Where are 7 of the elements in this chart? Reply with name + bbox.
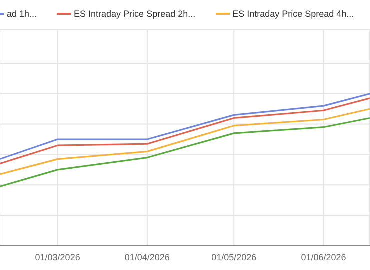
x-tick-label: 01/04/2026 bbox=[124, 252, 170, 262]
legend-label: ad 1h... bbox=[7, 9, 38, 19]
x-tick-label: 01/03/2026 bbox=[35, 252, 80, 262]
x-tick-label: 01/06/2026 bbox=[301, 252, 346, 262]
legend-label: ES Intraday Price Spread 4h... bbox=[232, 9, 354, 19]
legend-label: ES Intraday Price Spread 2h... bbox=[74, 9, 196, 19]
x-tick-label: 01/05/2026 bbox=[212, 252, 257, 262]
